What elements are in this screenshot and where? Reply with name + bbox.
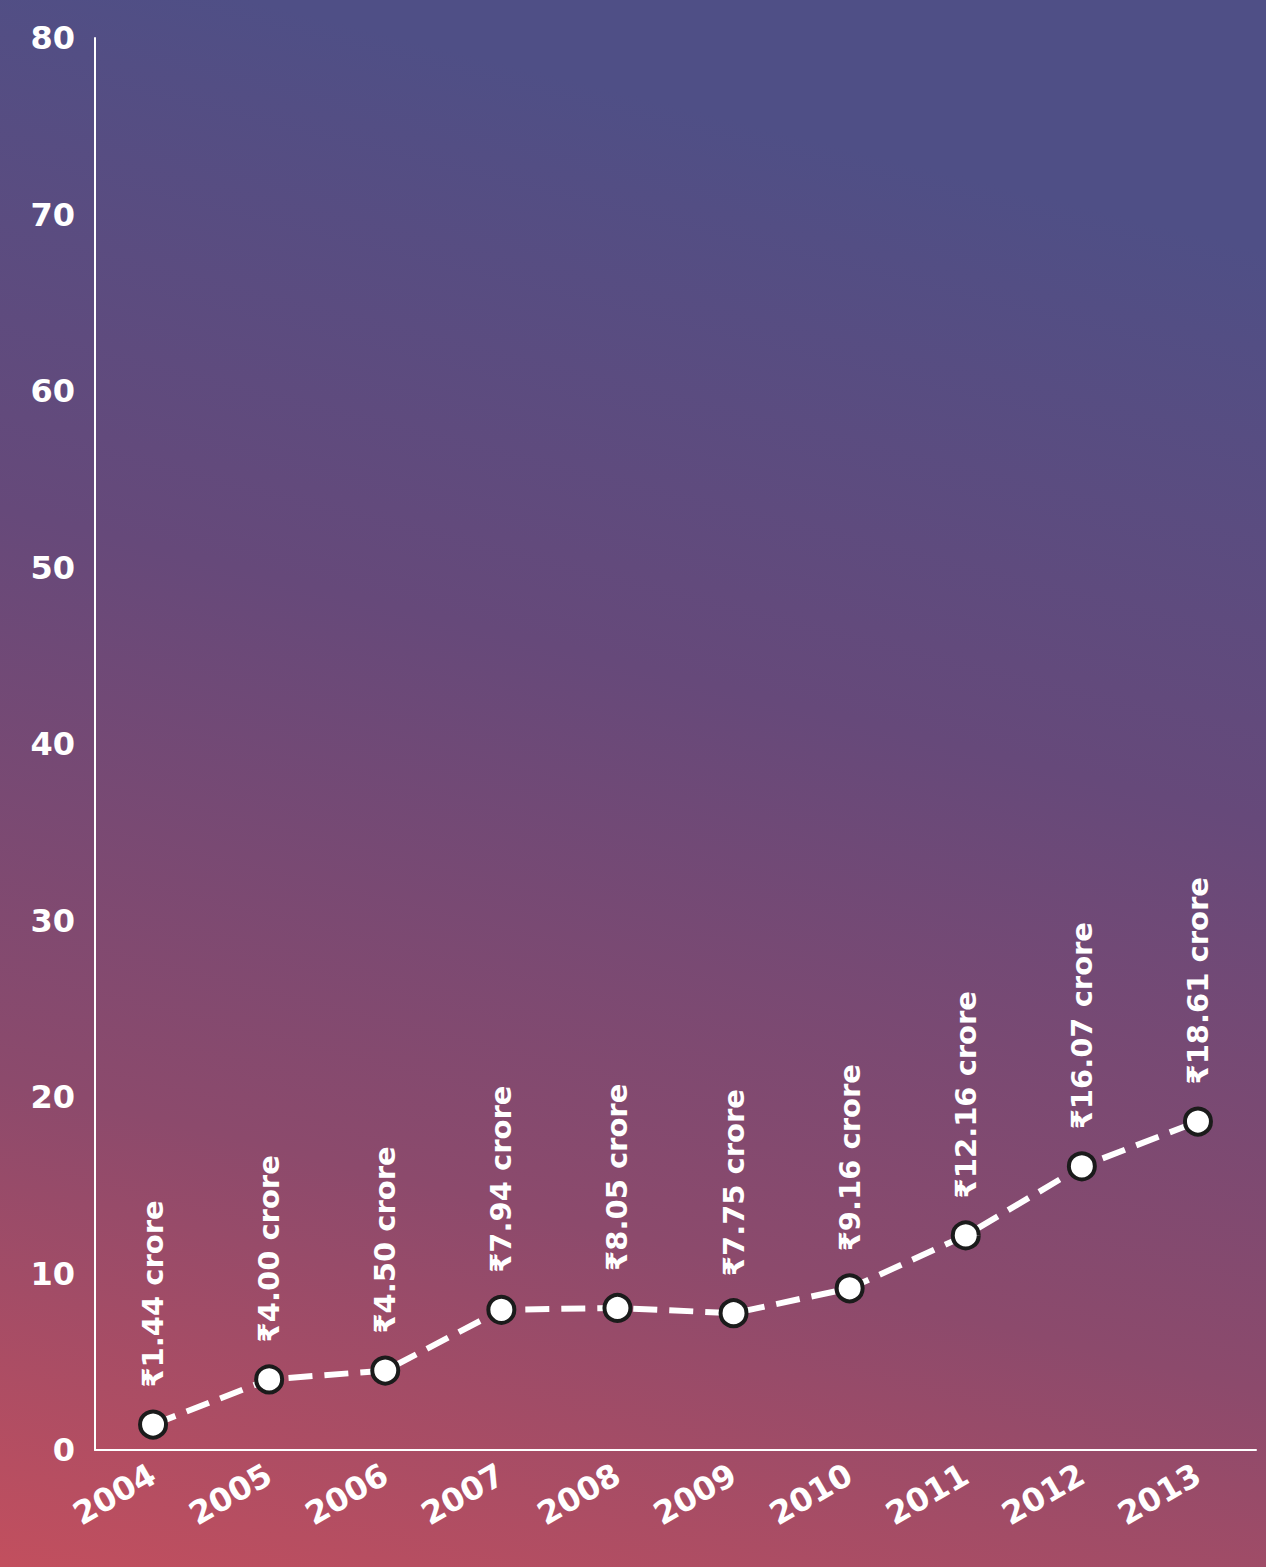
svg-text:40: 40 (30, 725, 75, 763)
svg-text:0: 0 (53, 1431, 75, 1469)
svg-text:2013: 2013 (1111, 1456, 1207, 1533)
svg-text:₹12.16 crore: ₹12.16 crore (949, 991, 983, 1198)
svg-text:2007: 2007 (415, 1456, 511, 1533)
svg-text:₹16.07 crore: ₹16.07 crore (1065, 922, 1099, 1129)
svg-text:20: 20 (30, 1078, 75, 1116)
svg-text:₹7.94 crore: ₹7.94 crore (484, 1086, 518, 1273)
svg-text:2009: 2009 (647, 1456, 743, 1533)
svg-text:₹8.05 crore: ₹8.05 crore (600, 1084, 634, 1271)
svg-text:2005: 2005 (183, 1456, 279, 1533)
svg-text:30: 30 (30, 902, 75, 940)
svg-text:₹9.16 crore: ₹9.16 crore (833, 1064, 867, 1251)
svg-text:₹1.44 crore: ₹1.44 crore (136, 1200, 170, 1387)
svg-text:₹4.00 crore: ₹4.00 crore (252, 1155, 286, 1342)
svg-text:₹18.61 crore: ₹18.61 crore (1181, 877, 1215, 1084)
svg-text:₹7.75 crore: ₹7.75 crore (717, 1089, 751, 1276)
svg-text:60: 60 (30, 372, 75, 410)
svg-text:2004: 2004 (66, 1456, 162, 1533)
svg-text:50: 50 (30, 549, 75, 587)
svg-text:10: 10 (30, 1255, 75, 1293)
svg-text:70: 70 (30, 196, 75, 234)
svg-text:2006: 2006 (299, 1456, 395, 1533)
svg-text:2011: 2011 (879, 1456, 975, 1533)
svg-text:2010: 2010 (763, 1456, 859, 1533)
svg-text:2008: 2008 (531, 1456, 627, 1533)
svg-text:80: 80 (30, 19, 75, 57)
svg-text:₹4.50 crore: ₹4.50 crore (368, 1146, 402, 1333)
svg-text:2012: 2012 (995, 1456, 1091, 1533)
